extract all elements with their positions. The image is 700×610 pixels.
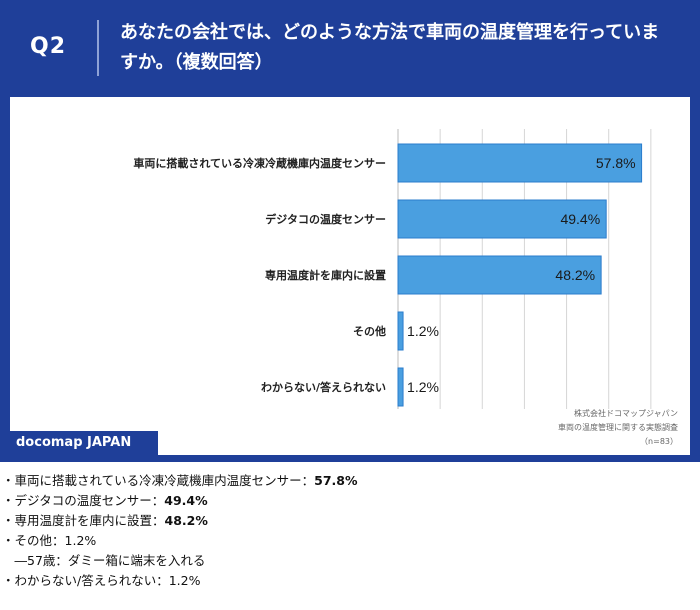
summary-item: ・デジタコの温度センサー：49.4%	[2, 493, 208, 508]
category-label: わからない/答えられない	[261, 380, 386, 394]
summary-subitem: ―57歳：ダミー箱に端末を入れる	[2, 553, 206, 568]
summary-item: ・わからない/答えられない：1.2%	[2, 573, 201, 588]
bar	[397, 199, 607, 239]
summary-value: 48.2%	[164, 513, 208, 528]
summary-value: 1.2%	[64, 533, 97, 548]
category-label: その他	[353, 324, 386, 338]
value-label: 1.2%	[407, 323, 439, 339]
value-label: 49.4%	[560, 211, 600, 227]
summary-item: ・車両に搭載されている冷凍冷蔵機庫内温度センサー：57.8%	[2, 473, 358, 488]
question-text: あなたの会社では、どのような方法で車両の温度管理を行っていますか。（複数回答）	[120, 22, 660, 73]
value-label: 48.2%	[555, 267, 595, 283]
value-label: 1.2%	[407, 379, 439, 395]
summary-value: 1.2%	[168, 573, 201, 588]
source-company: 株式会社ドコマップジャパン	[574, 409, 678, 418]
value-label: 57.8%	[596, 155, 636, 171]
chart-panel: 車両に搭載されている冷凍冷蔵機庫内温度センサー 57.8% デジタコの温度センサー 4…	[10, 97, 690, 455]
category-label: 専用温度計を庫内に設置	[265, 268, 386, 282]
bar	[397, 367, 404, 407]
survey-card: Q2 あなたの会社では、どのような方法で車両の温度管理を行っていますか。（複数回…	[0, 0, 700, 462]
bar	[397, 143, 643, 183]
source-sample-size: （n=83）	[640, 437, 678, 446]
question-number: Q2	[30, 34, 67, 59]
summary-value: 57.8%	[314, 473, 358, 488]
source-survey: 車両の温度管理に関する実態調査	[558, 423, 678, 432]
source-note: 株式会社ドコマップジャパン 車両の温度管理に関する実態調査 （n=83）	[528, 407, 678, 449]
summary-value: 49.4%	[164, 493, 208, 508]
summary-item: ・その他：1.2%	[2, 533, 97, 548]
category-label: デジタコの温度センサー	[265, 212, 386, 226]
bar	[397, 255, 602, 295]
bar	[397, 311, 404, 351]
brand-label: docomap JAPAN	[10, 431, 158, 455]
summary-list: ・車両に搭載されている冷凍冷蔵機庫内温度センサー：57.8% ・デジタコの温度セ…	[2, 471, 692, 591]
bar-chart: 車両に搭載されている冷凍冷蔵機庫内温度センサー 57.8% デジタコの温度センサー 4…	[133, 129, 652, 409]
header-divider	[97, 20, 99, 76]
category-label: 車両に搭載されている冷凍冷蔵機庫内温度センサー	[133, 156, 386, 170]
summary-item: ・専用温度計を庫内に設置：48.2%	[2, 513, 208, 528]
question-header: Q2 あなたの会社では、どのような方法で車両の温度管理を行っていますか。（複数回…	[0, 0, 700, 94]
